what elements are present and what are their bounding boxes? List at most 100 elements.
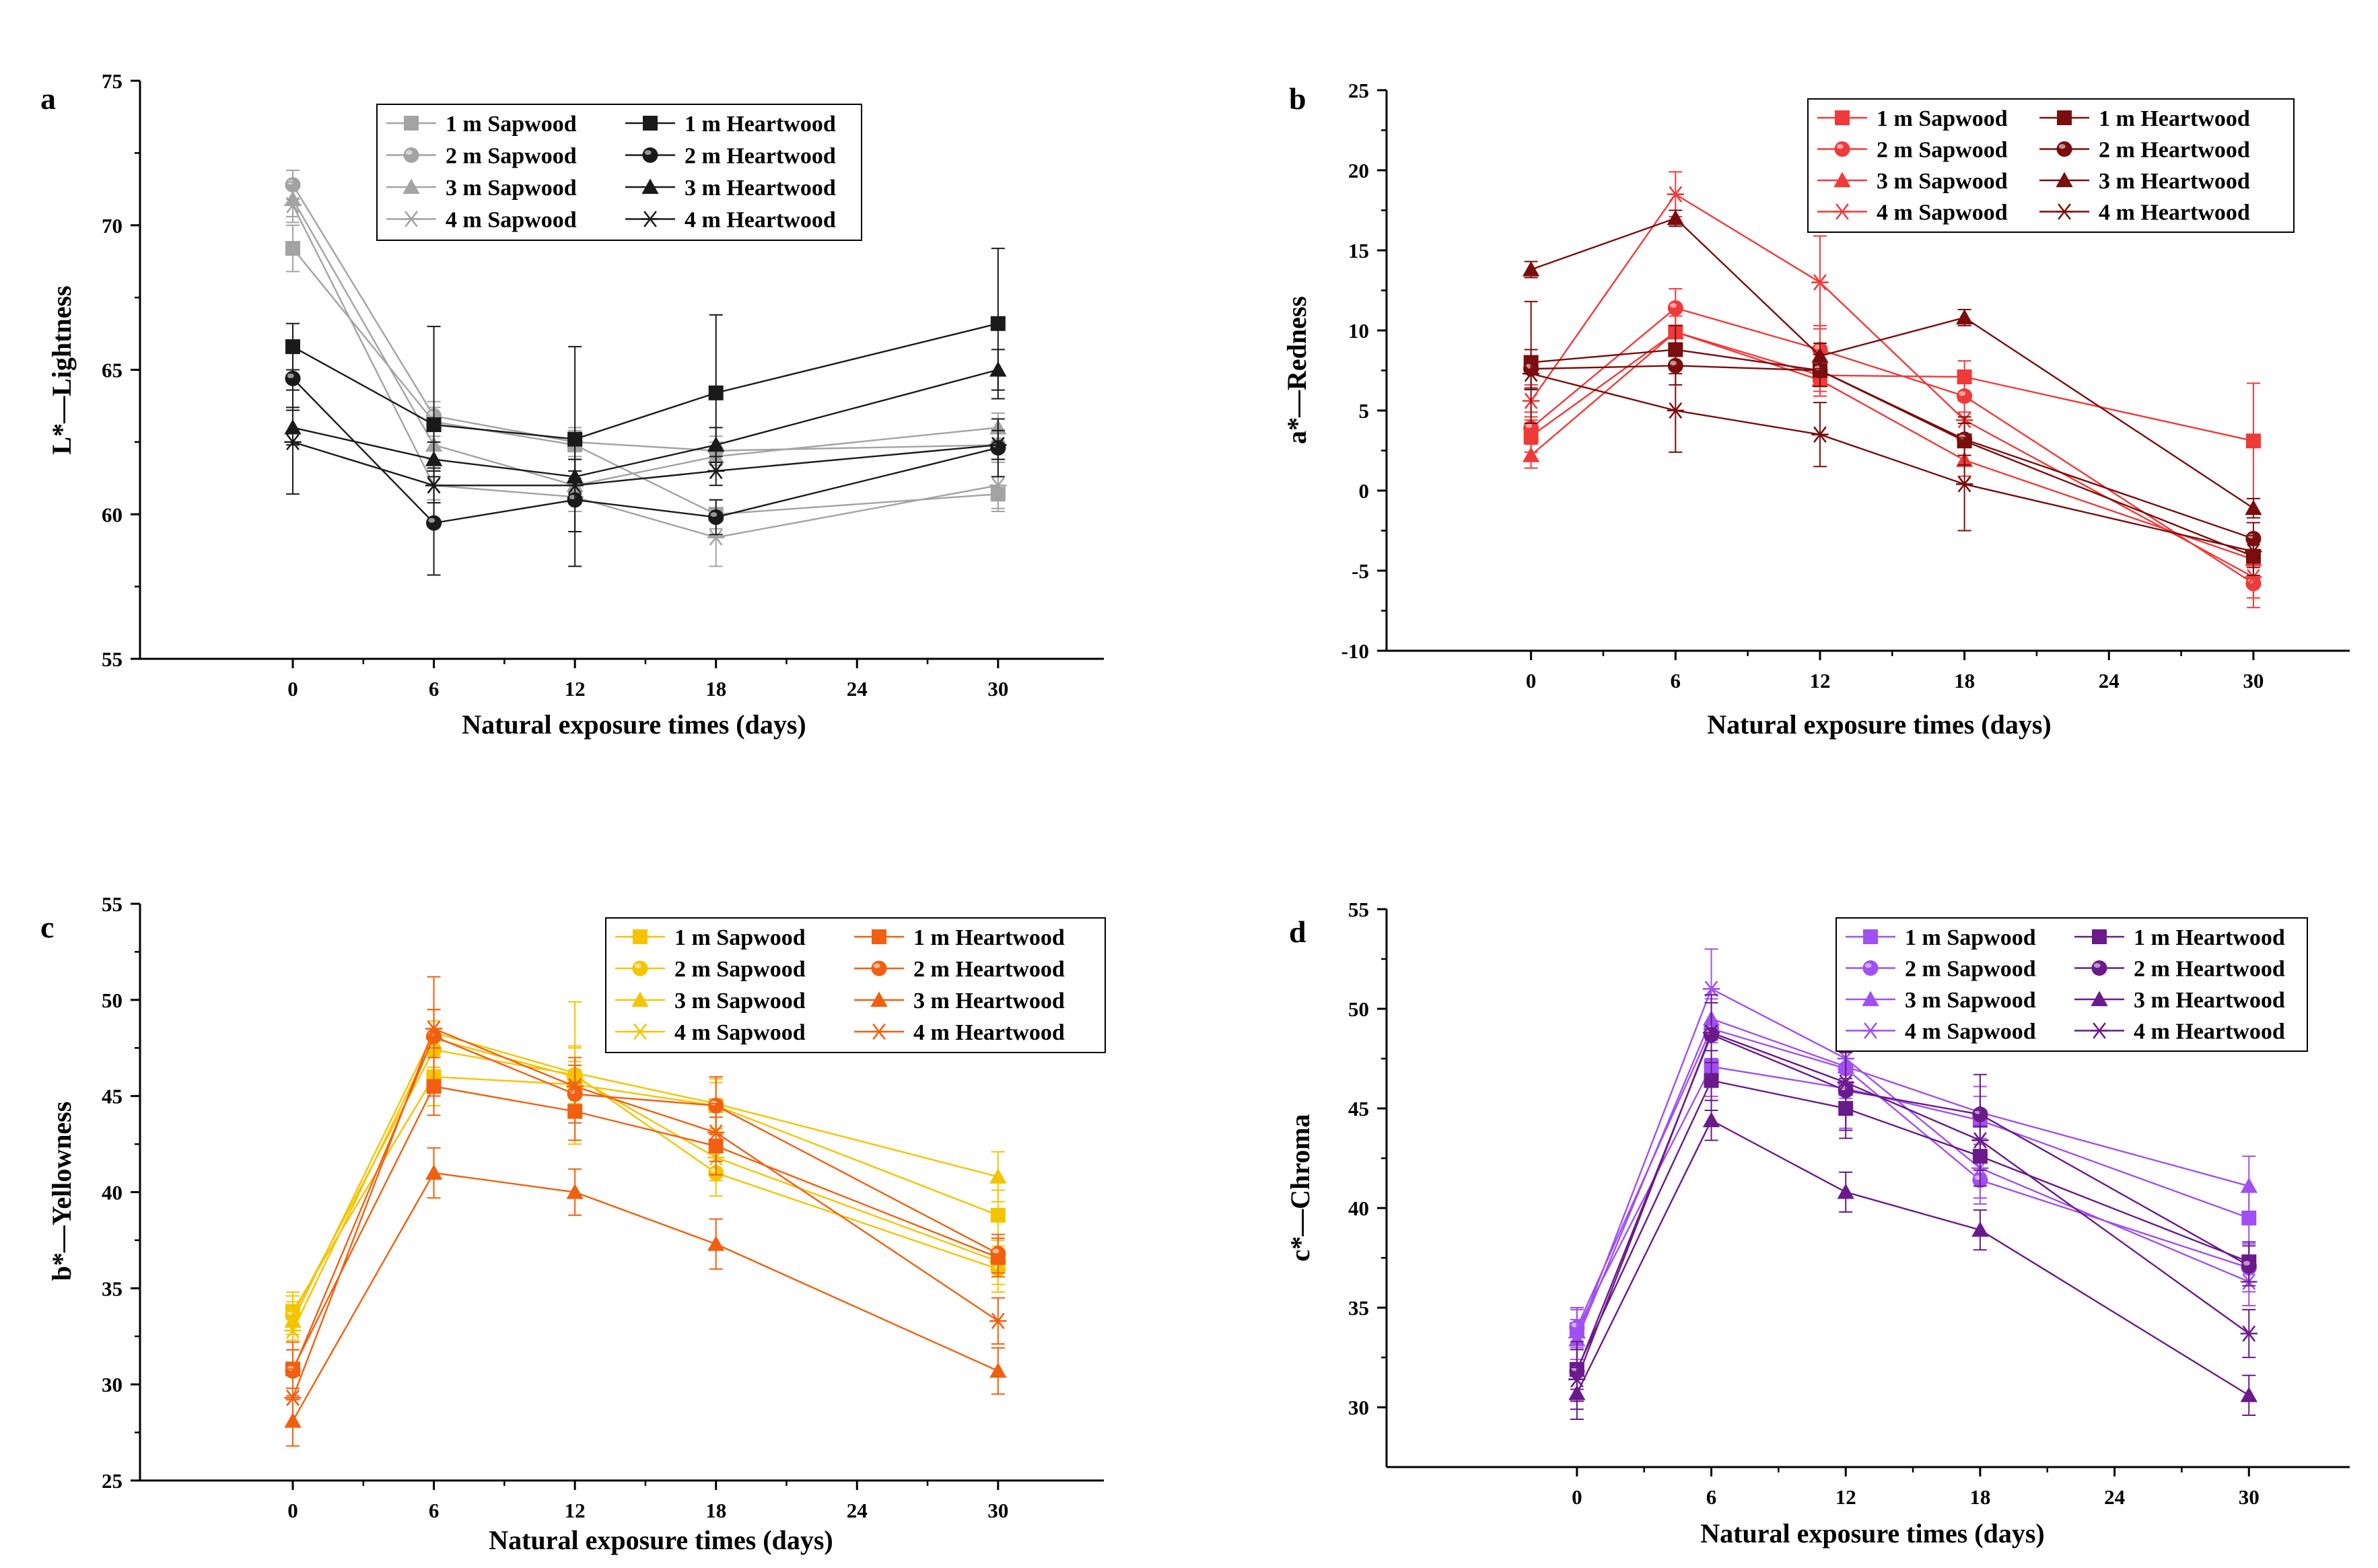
data-point — [989, 436, 1007, 454]
legend-item: 3 m Sapwood — [1817, 169, 2008, 194]
y-tick-label: 45 — [102, 1085, 123, 1108]
y-axis-label: b*—Yellowness — [46, 1102, 77, 1281]
legend-marker — [2091, 991, 2108, 1007]
data-point — [990, 1246, 1006, 1262]
data-point — [1811, 274, 1829, 291]
data-point — [990, 316, 1006, 331]
legend-label: 2 m Heartwood — [913, 957, 1065, 982]
legend-label: 4 m Heartwood — [913, 1020, 1065, 1045]
legend-label: 2 m Sapwood — [446, 144, 577, 169]
data-point — [2240, 1325, 2258, 1342]
data-point — [707, 1235, 725, 1251]
legend-item: 4 m Sapwood — [1817, 201, 2008, 225]
y-axis-label: a*—Redness — [1282, 296, 1312, 444]
data-point — [1702, 1024, 1720, 1041]
y-tick-label: 20 — [1348, 159, 1369, 182]
series-2-m-heartwood — [285, 349, 1006, 576]
legend-item: 2 m Heartwood — [2039, 138, 2250, 163]
series-4-m-heartwood — [284, 1009, 1007, 1428]
legend-item: 3 m Sapwood — [386, 176, 577, 201]
data-point — [284, 197, 302, 213]
data-point — [989, 1312, 1007, 1330]
legend-item: 2 m Heartwood — [854, 957, 1065, 982]
data-point — [284, 1389, 302, 1406]
legend-item: 1 m Heartwood — [625, 112, 836, 137]
legend-label: 2 m Heartwood — [2134, 957, 2285, 982]
y-tick-label: 30 — [1348, 1396, 1369, 1419]
x-tick-label: 6 — [429, 1499, 440, 1522]
legend-item: 2 m Heartwood — [2074, 957, 2285, 982]
legend-item: 1 m Sapwood — [615, 925, 806, 950]
series-line — [1576, 1032, 2249, 1380]
legend-item: 2 m Heartwood — [625, 144, 836, 169]
legend-item: 1 m Heartwood — [2039, 106, 2250, 131]
data-point — [2245, 569, 2262, 585]
legend-marker — [403, 147, 419, 164]
legend-item: 1 m Sapwood — [1846, 925, 2036, 950]
y-tick-label: 50 — [1348, 997, 1369, 1021]
data-point — [2240, 1386, 2258, 1402]
legend-item: 3 m Heartwood — [854, 989, 1065, 1013]
series-4-m-heartwood — [284, 389, 1007, 504]
legend-marker — [633, 929, 648, 944]
legend-marker — [2056, 203, 2073, 220]
data-point — [1955, 309, 1973, 325]
legend-item: 3 m Heartwood — [2074, 988, 2285, 1013]
chart-panel-a: a 55 60 65 70 75 0 6 12 18 24 30 Natural exposure ti… — [40, 69, 1104, 740]
data-point — [1523, 260, 1540, 277]
series-1-m-heartwood — [1569, 1050, 2257, 1390]
legend-marker — [2091, 960, 2107, 976]
legend: 1 m Sapwood 1 m Heartwood 2 m Sapwood 2 m H… — [1835, 917, 2308, 1052]
y-tick-label: 60 — [102, 503, 123, 526]
legend-label: 1 m Sapwood — [1905, 925, 2036, 950]
legend-label: 3 m Sapwood — [1905, 988, 2036, 1013]
x-tick-label: 6 — [1706, 1485, 1717, 1509]
data-point — [1667, 300, 1683, 316]
y-axis-label: L*—Lightness — [46, 285, 77, 454]
data-point — [1667, 186, 1684, 203]
series-line — [1576, 1033, 2249, 1372]
data-point — [707, 436, 725, 452]
series-line — [1576, 1018, 2249, 1340]
data-point — [989, 477, 1007, 494]
data-point — [707, 1124, 725, 1141]
legend-item: 3 m Heartwood — [625, 176, 836, 201]
y-tick-label: 35 — [102, 1277, 123, 1300]
legend-marker — [642, 147, 658, 164]
x-tick-label: 6 — [1671, 669, 1681, 692]
legend-item: 4 m Sapwood — [615, 1020, 806, 1045]
legend-label: 3 m Heartwood — [913, 989, 1065, 1013]
x-tick-label: 12 — [1809, 669, 1830, 692]
data-point — [285, 370, 301, 386]
legend-label: 1 m Sapwood — [446, 112, 577, 137]
data-point — [1811, 347, 1829, 363]
series-line — [292, 369, 999, 478]
legend-marker — [872, 929, 886, 944]
chart-panel-b: b -10 -5 0 5 10 15 20 25 0 6 12 18 24 30 Natural exposu… — [1282, 79, 2350, 740]
legend-marker — [2091, 1022, 2108, 1039]
series-line — [292, 441, 998, 487]
legend: 1 m Sapwood 1 m Heartwood 2 m Sapwood 2 m H… — [376, 104, 862, 241]
series-4-m-heartwood — [1523, 357, 2262, 569]
legend-label: 3 m Sapwood — [446, 176, 577, 201]
legend-label: 1 m Heartwood — [685, 112, 836, 137]
data-point — [2245, 543, 2262, 560]
y-tick-label: -5 — [1352, 559, 1369, 583]
data-point — [1667, 209, 1684, 225]
y-tick-label: 30 — [102, 1373, 123, 1396]
x-tick-label: 12 — [1835, 1485, 1856, 1509]
legend-marker — [870, 991, 888, 1007]
series-1-m-sapwood — [285, 1047, 1006, 1332]
y-tick-label: 55 — [1348, 898, 1369, 921]
series-line — [1530, 307, 2254, 585]
data-point — [2245, 433, 2261, 449]
y-tick-label: 10 — [1348, 319, 1369, 343]
y-tick-label: 55 — [102, 647, 123, 671]
series-2-m-heartwood — [1523, 345, 2262, 556]
series-4-m-sapwood — [284, 186, 1007, 567]
x-axis-label: Natural exposure times (days) — [489, 1525, 833, 1555]
legend-marker — [631, 991, 649, 1007]
legend-marker — [2056, 172, 2073, 188]
x-tick-label: 24 — [2099, 669, 2120, 692]
